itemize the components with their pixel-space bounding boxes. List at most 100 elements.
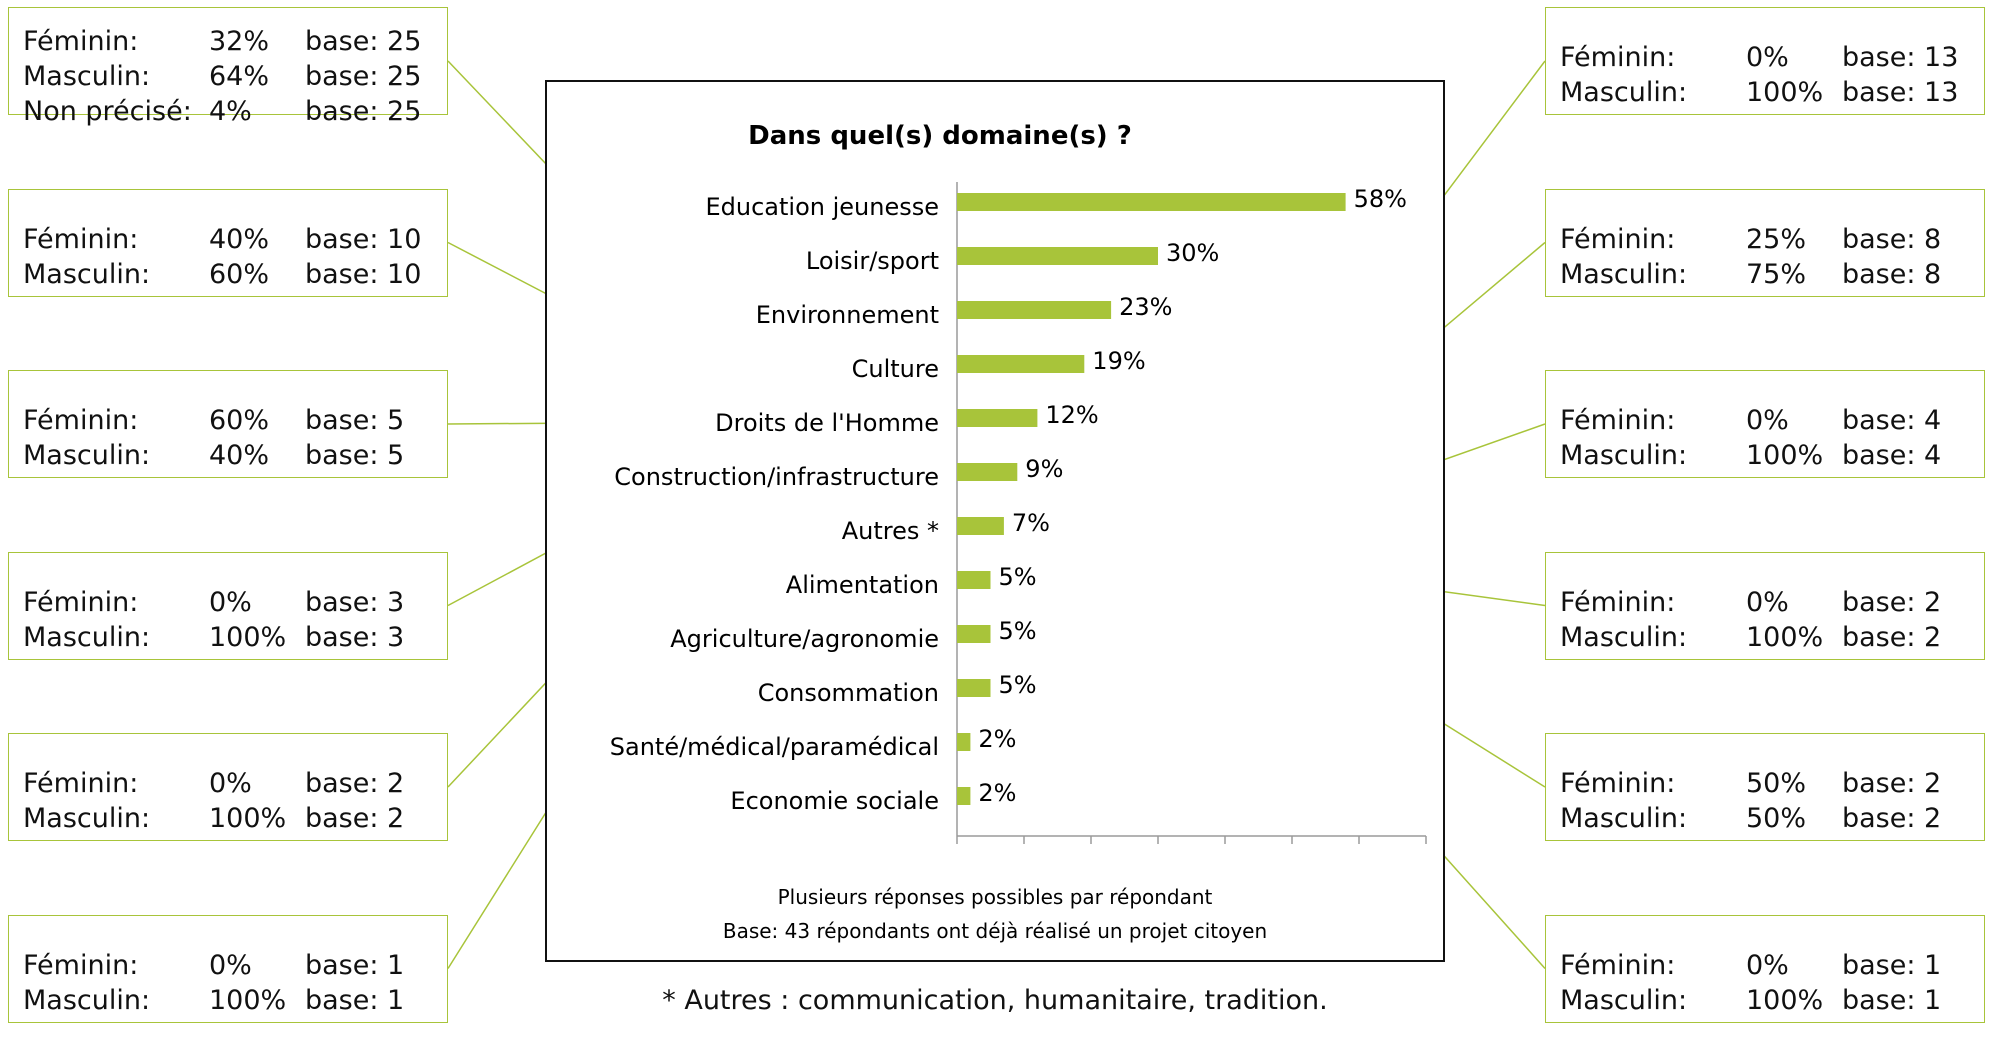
callout-gender: Masculin: [1560,440,1688,471]
callout-box: Féminin: 0% base: 13 Masculin: 100% base: 13 [1545,7,1985,115]
bar [957,301,1112,319]
callout-base: base: 10 [305,223,422,255]
callout-row: Féminin: 0% base: 2 [1546,585,1984,620]
data-label: 12% [1045,401,1098,429]
callout-gender: Masculin: [1560,258,1688,290]
callout-box: Féminin: 0% base: 1 Masculin: 100% base: 1 [1545,914,1985,1023]
category-label: Consommation [758,679,939,707]
bar-chart: Dans quel(s) domaine(s) ? Education jeune… [610,121,1427,943]
callout-gender: Féminin: [1560,42,1676,73]
callout-row: Féminin: 0% base: 13 [1546,40,1984,75]
bar [957,463,1018,481]
callout-box: Féminin: 0% base: 3 Masculin: 100% base: 3 [8,551,448,660]
chart-title: Dans quel(s) domaine(s) ? [748,121,1132,151]
callout-percent: 0% [1746,949,1789,981]
callout-base: base: 2 [1842,768,1942,799]
callout-gender: Masculin: [1560,621,1688,653]
callout-row: Masculin: 100% base: 1 [9,983,447,1018]
callout-percent: 60% [209,258,270,290]
callout-percent: 0% [209,586,252,618]
callout-percent: 0% [1746,586,1789,618]
callout-gender: Masculin: [23,258,151,290]
data-label: 2% [978,779,1016,807]
callout-percent: 4% [209,96,252,127]
callout-row: Féminin: 0% base: 2 [9,766,447,801]
callout-gender: Masculin: [1560,77,1688,108]
bar [957,571,991,589]
data-label: 5% [999,563,1037,591]
callout-percent: 75% [1746,258,1807,290]
callout-base: base: 13 [1842,42,1959,73]
callout-base: base: 3 [305,586,405,618]
callout-base: base: 25 [305,26,422,57]
category-label: Education jeunesse [705,193,939,221]
callout-row: Masculin: 64% base: 25 [9,59,447,94]
callout-box: Féminin: 32% base: 25 Masculin: 64% base: 25 N… [8,7,448,127]
category-label: Alimentation [786,571,939,599]
bar [957,787,971,805]
callout-percent: 100% [1746,440,1824,471]
callout-gender: Non précisé: [23,96,192,127]
callout-gender: Féminin: [23,586,139,618]
callout-percent: 0% [1746,405,1789,436]
category-label: Autres * [842,517,939,545]
callout-gender: Masculin: [23,61,151,92]
callout-gender: Masculin: [1560,984,1688,1016]
bar [957,355,1085,373]
callout-row: Masculin: 75% base: 8 [1546,257,1984,292]
callout-percent: 50% [1746,768,1807,799]
callout-row: Masculin: 100% base: 13 [1546,75,1984,110]
callout-base: base: 13 [1842,77,1959,108]
bar [957,625,991,643]
callout-base: base: 8 [1842,223,1942,255]
callout-gender: Masculin: [23,984,151,1016]
callout-percent: 100% [209,621,287,653]
bar [957,193,1346,211]
callout-row: Masculin: 100% base: 3 [9,620,447,655]
callout-row: Masculin: 100% base: 4 [1546,438,1984,473]
callout-row: Féminin: 0% base: 1 [1546,948,1984,983]
callout-box: Féminin: 0% base: 2 Masculin: 100% base: 2 [1545,551,1985,660]
chart-note: Base: 43 répondants ont déjà réalisé un … [723,919,1267,943]
callout-gender: Masculin: [23,803,151,834]
callout-gender: Masculin: [1560,803,1688,834]
callout-box: Féminin: 40% base: 10 Masculin: 60% base: 10 [8,188,448,297]
data-label: 9% [1025,455,1063,483]
category-label: Economie sociale [730,787,939,815]
callout-base: base: 2 [305,768,405,799]
callout-row: Féminin: 32% base: 25 [9,24,447,59]
callout-row: Non précisé: 4% base: 25 [9,94,447,129]
callout-gender: Féminin: [23,949,139,981]
callout-base: base: 2 [1842,803,1942,834]
callout-row: Masculin: 50% base: 2 [1546,801,1984,836]
callout-gender: Féminin: [1560,768,1676,799]
callout-base: base: 1 [1842,984,1942,1016]
callout-base: base: 1 [305,984,405,1016]
callout-gender: Féminin: [23,223,139,255]
callout-base: base: 5 [305,440,405,471]
callout-percent: 100% [1746,77,1824,108]
bar [957,679,991,697]
category-label: Culture [852,355,939,383]
category-label: Agriculture/agronomie [670,625,939,653]
callout-base: base: 5 [305,405,405,436]
callout-base: base: 1 [305,949,405,981]
callout-percent: 0% [209,768,252,799]
callout-base: base: 3 [305,621,405,653]
callout-box: Féminin: 25% base: 8 Masculin: 75% base: 8 [1545,188,1985,297]
callout-base: base: 2 [1842,621,1942,653]
category-label: Loisir/sport [806,247,939,275]
callout-base: base: 25 [305,61,422,92]
category-label: Santé/médical/paramédical [610,733,939,761]
callout-base: base: 1 [1842,949,1942,981]
callout-row: Masculin: 100% base: 2 [9,801,447,836]
callout-row: Féminin: 25% base: 8 [1546,222,1984,257]
callout-base: base: 4 [1842,405,1942,436]
data-label: 2% [978,725,1016,753]
callout-percent: 40% [209,223,270,255]
data-label: 7% [1012,509,1050,537]
data-label: 23% [1119,293,1172,321]
callout-row: Masculin: 40% base: 5 [9,438,447,473]
callout-row: Féminin: 0% base: 3 [9,585,447,620]
callout-row: Féminin: 60% base: 5 [9,403,447,438]
